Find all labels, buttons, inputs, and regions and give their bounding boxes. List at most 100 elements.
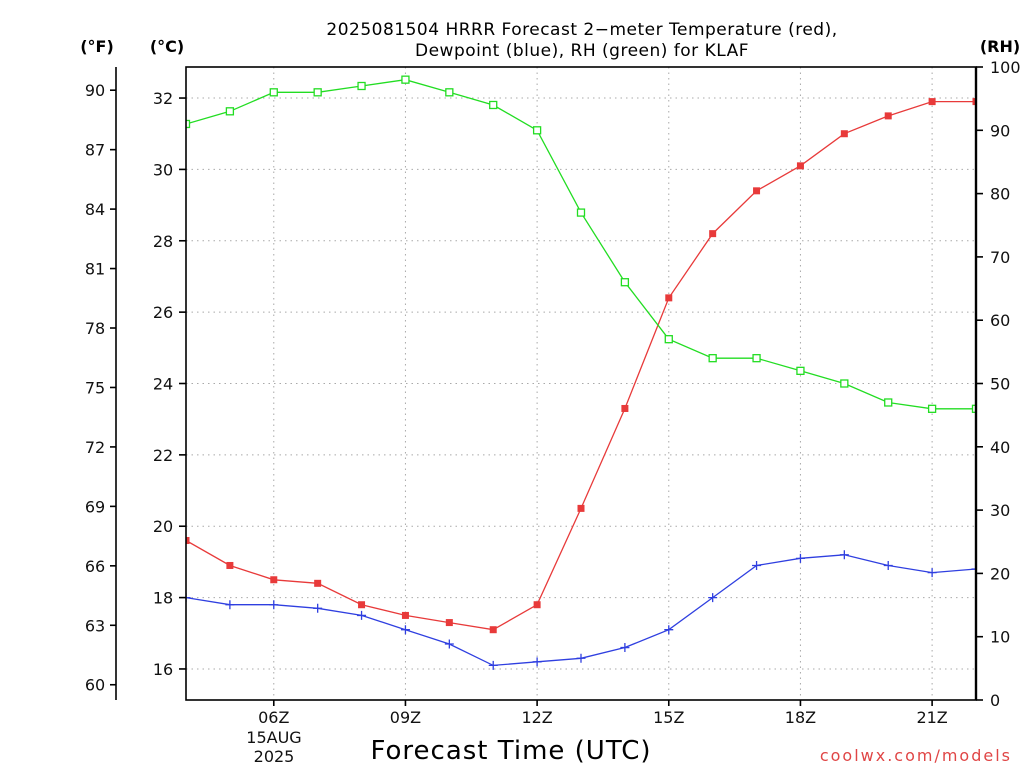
fahrenheit-tick-label: 90 <box>85 81 105 100</box>
relative-humidity-point <box>796 366 805 375</box>
watermark-text: coolwx.com/models <box>820 746 1012 765</box>
fahrenheit-tick-label: 72 <box>85 438 105 457</box>
x-axis-title: Forecast Time (UTC) <box>370 736 651 766</box>
temperature-point <box>665 294 673 302</box>
relative-humidity-point <box>532 126 542 135</box>
temperature-point <box>226 561 234 569</box>
rh-tick-label: 20 <box>990 564 1010 583</box>
celsius-tick-label: 30 <box>153 160 173 179</box>
dewpoint-point <box>186 593 191 603</box>
x-tick-label: 06Z <box>258 708 289 727</box>
relative-humidity-point <box>664 335 673 344</box>
temperature-point <box>972 98 976 106</box>
x-tick-label: 12Z <box>521 708 552 727</box>
temperature-point <box>753 187 761 195</box>
x-tick-label: 09Z <box>390 708 421 727</box>
x-axis-date-year: 2025 <box>254 747 295 766</box>
rh-tick-label: 50 <box>990 375 1010 394</box>
relative-humidity-point <box>840 379 849 388</box>
celsius-tick-label: 26 <box>153 303 173 322</box>
dewpoint-point <box>225 600 235 610</box>
rh-tick-label: 90 <box>990 121 1010 140</box>
relative-humidity-point <box>884 398 893 407</box>
axes: 60 63 66 69 72 75 78 81 84 87 90 16 18 20 22 24 26 28 30 32… <box>85 58 1021 727</box>
rh-tick-label: 30 <box>990 501 1010 520</box>
temperature-point <box>186 537 190 545</box>
dewpoint-point <box>400 625 410 635</box>
dewpoint-point <box>971 564 976 574</box>
fahrenheit-tick-label: 69 <box>85 497 105 516</box>
chart-title-line-1: 2025081504 HRRR Forecast 2−meter Tempera… <box>326 20 837 40</box>
relative-humidity-point <box>269 88 278 97</box>
temperature-point <box>358 601 366 609</box>
x-tick-label: 15Z <box>653 708 684 727</box>
celsius-tick-label: 20 <box>153 517 173 536</box>
dewpoint-point <box>357 610 367 620</box>
relative-humidity-point <box>620 278 630 287</box>
celsius-tick-label: 24 <box>153 375 173 394</box>
celsius-tick-label: 18 <box>153 589 173 608</box>
temperature-point <box>445 619 453 627</box>
dewpoint-point <box>488 660 498 670</box>
temperature-point <box>840 130 848 138</box>
dewpoint-point <box>313 603 323 613</box>
dewpoint-point <box>444 639 454 649</box>
relative-humidity-point <box>927 404 937 413</box>
temperature-point <box>928 98 936 106</box>
dewpoint-point <box>927 568 937 578</box>
temperature-point <box>270 576 278 584</box>
rh-tick-label: 10 <box>990 628 1010 647</box>
fahrenheit-tick-label: 66 <box>85 557 105 576</box>
rh-tick-label: 100 <box>990 58 1021 77</box>
relative-humidity-point <box>225 107 235 116</box>
dewpoint-point <box>795 553 805 563</box>
temperature-point <box>884 112 892 120</box>
rh-axis-label: (RH) <box>980 37 1020 56</box>
celsius-axis-label: (°C) <box>150 37 184 56</box>
temperature-point <box>533 601 541 609</box>
x-tick-label: 18Z <box>785 708 816 727</box>
dewpoint-point <box>532 657 542 667</box>
dewpoint-point <box>269 600 279 610</box>
dewpoint-point <box>883 560 893 570</box>
data-series <box>186 75 976 670</box>
relative-humidity-point <box>576 208 586 217</box>
dewpoint-point <box>664 625 674 635</box>
dewpoint-point <box>576 653 586 663</box>
dewpoint-point <box>620 643 630 653</box>
temperature-point <box>489 626 497 634</box>
dewpoint-point <box>839 550 849 560</box>
rh-tick-label: 70 <box>990 248 1010 267</box>
temperature-point <box>796 162 804 170</box>
fahrenheit-tick-label: 78 <box>85 319 105 338</box>
dewpoint-point <box>752 560 762 570</box>
fahrenheit-tick-label: 81 <box>85 260 105 279</box>
relative-humidity-point <box>752 354 761 363</box>
fahrenheit-tick-label: 60 <box>85 676 105 695</box>
fahrenheit-tick-label: 87 <box>85 141 105 160</box>
fahrenheit-axis-label: (°F) <box>80 37 114 56</box>
x-axis-date-day: 15AUG <box>246 728 301 747</box>
fahrenheit-tick-label: 75 <box>85 378 105 397</box>
grid-lines <box>186 67 976 700</box>
relative-humidity-point <box>489 100 498 110</box>
celsius-tick-label: 16 <box>153 660 173 679</box>
fahrenheit-tick-label: 63 <box>85 616 105 635</box>
celsius-tick-label: 32 <box>153 89 173 108</box>
relative-humidity-point <box>357 81 366 91</box>
rh-tick-label: 80 <box>990 185 1010 204</box>
fahrenheit-tick-label: 84 <box>85 200 105 219</box>
celsius-tick-label: 28 <box>153 232 173 251</box>
dewpoint-point <box>708 593 718 603</box>
temperature-point <box>314 579 322 587</box>
rh-tick-label: 0 <box>990 691 1000 710</box>
x-tick-label: 21Z <box>916 708 947 727</box>
temperature-point <box>621 404 629 412</box>
celsius-tick-label: 22 <box>153 446 173 465</box>
relative-humidity-point <box>708 354 717 363</box>
temperature-point <box>577 504 585 512</box>
rh-tick-label: 60 <box>990 311 1010 330</box>
chart-title-line-2: Dewpoint (blue), RH (green) for KLAF <box>415 41 749 61</box>
relative-humidity-point <box>445 88 454 97</box>
